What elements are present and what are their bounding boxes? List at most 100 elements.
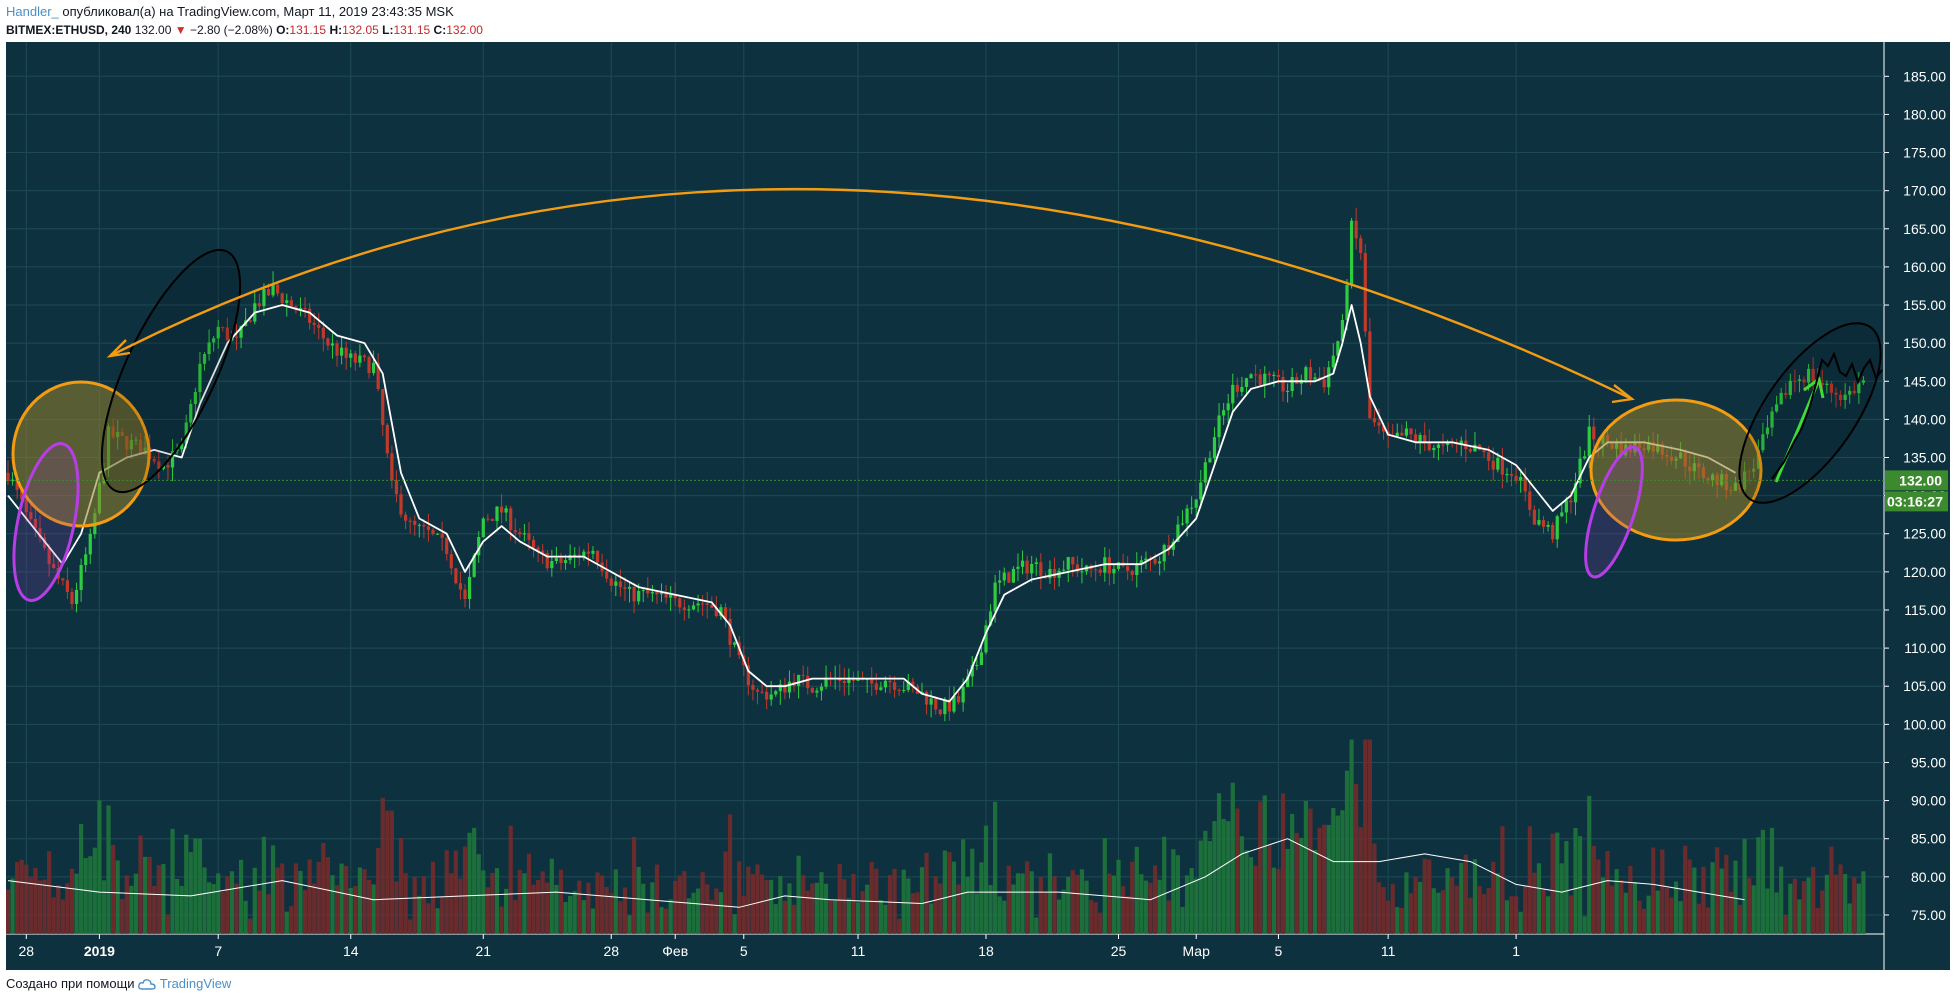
current-price-label: 132.00	[1899, 472, 1942, 488]
candle-body	[1094, 569, 1098, 571]
candle-body	[545, 553, 549, 569]
volume-bar	[1769, 827, 1775, 934]
candle-body	[1770, 411, 1774, 428]
candle-body	[879, 687, 883, 690]
volume-bar	[1212, 821, 1217, 934]
volume-bar	[883, 904, 888, 934]
candle-body	[801, 674, 805, 676]
candle-body	[1167, 544, 1171, 550]
volume-bar	[1052, 876, 1057, 934]
candle-body	[952, 696, 956, 712]
volume-bar	[248, 918, 253, 934]
volume-bar	[1801, 881, 1807, 934]
volume-bar	[1742, 838, 1747, 934]
candle-body	[797, 674, 801, 686]
volume-bar	[1815, 908, 1820, 934]
volume-bar	[426, 903, 431, 934]
candle-body	[924, 691, 929, 705]
volume-bar	[243, 900, 248, 934]
candle-body	[623, 587, 627, 589]
price-chart[interactable]: 185.00180.00175.00170.00165.00160.00155.…	[6, 42, 1950, 970]
volume-bar	[650, 882, 655, 934]
candle-body	[477, 537, 481, 556]
volume-bar	[631, 836, 637, 934]
volume-bar	[823, 883, 829, 934]
volume-bar	[1271, 867, 1276, 934]
current-price-tag	[1885, 470, 1948, 491]
volume-bar	[1847, 903, 1852, 934]
projection-path	[1771, 351, 1883, 480]
volume-bar	[412, 877, 417, 934]
candle-body	[1487, 452, 1491, 461]
volume-bar	[444, 850, 449, 934]
y-tick-label: 125.00	[1903, 526, 1946, 542]
volume-bar	[951, 861, 957, 934]
volume-bar	[892, 868, 897, 934]
volume-bar	[1203, 830, 1208, 934]
tradingview-link[interactable]: TradingView	[159, 976, 232, 991]
volume-bar	[1152, 865, 1158, 934]
candle-body	[367, 357, 371, 374]
volume-bar	[846, 898, 851, 934]
volume-bar	[24, 864, 29, 934]
candle-body	[728, 618, 732, 645]
volume-bar	[810, 883, 815, 934]
candle-body	[710, 604, 714, 608]
volume-bar	[476, 854, 481, 934]
volume-bar	[1244, 850, 1249, 934]
volume-bar	[1354, 784, 1359, 934]
volume-bar	[1262, 795, 1267, 934]
volume-bar	[79, 823, 84, 934]
volume-bar	[1843, 874, 1848, 934]
candle-body	[1025, 560, 1029, 574]
volume-bar	[65, 883, 70, 934]
candle-body	[1514, 475, 1518, 481]
volume-bar	[1312, 849, 1318, 934]
candle-body	[984, 625, 988, 653]
candle-body	[216, 326, 220, 339]
symbol-label[interactable]: BITMEX:ETHUSD, 240	[6, 23, 132, 37]
candle-body	[1007, 572, 1011, 583]
candle-body	[810, 688, 814, 693]
volume-bar	[193, 838, 198, 934]
candle-body	[1235, 384, 1239, 392]
candle-body	[372, 362, 376, 374]
x-tick-label: 5	[1275, 943, 1283, 959]
volume-bar	[494, 868, 500, 934]
y-tick-label: 100.00	[1903, 716, 1946, 732]
candle-body	[308, 308, 312, 323]
volume-bar	[238, 859, 244, 934]
volume-bar	[376, 848, 381, 934]
volume-bar	[1422, 858, 1427, 934]
volume-bar	[120, 898, 125, 934]
volume-bar	[828, 899, 833, 934]
author-link[interactable]: Handler_	[6, 4, 59, 19]
candle-body	[458, 583, 463, 590]
candle-body	[988, 611, 993, 626]
candle-body	[6, 472, 10, 482]
ma-line	[7, 304, 1736, 703]
tradingview-cloud-icon	[138, 979, 156, 990]
candle-body	[1034, 562, 1038, 564]
candle-body	[723, 607, 728, 619]
candle-body	[1509, 474, 1514, 476]
volume-bar	[1066, 876, 1071, 934]
volume-bar	[581, 900, 586, 934]
candle-body	[29, 512, 33, 520]
volume-bar	[558, 869, 564, 934]
candle-body	[614, 581, 618, 586]
candle-body	[1496, 457, 1500, 470]
candle-body	[1564, 500, 1568, 513]
volume-bar	[1838, 864, 1843, 934]
candle-body	[1445, 441, 1450, 445]
x-tick-label: 1	[1512, 943, 1520, 959]
volume-bar	[1788, 883, 1793, 934]
volume-bar	[837, 864, 842, 934]
volume-bar	[1061, 889, 1066, 934]
candle-body	[1418, 435, 1422, 442]
volume-bar	[1029, 871, 1034, 934]
open-value: 131.15	[289, 23, 327, 37]
candle-body	[806, 675, 810, 689]
volume-bar	[961, 839, 966, 934]
candle-body	[152, 458, 156, 462]
